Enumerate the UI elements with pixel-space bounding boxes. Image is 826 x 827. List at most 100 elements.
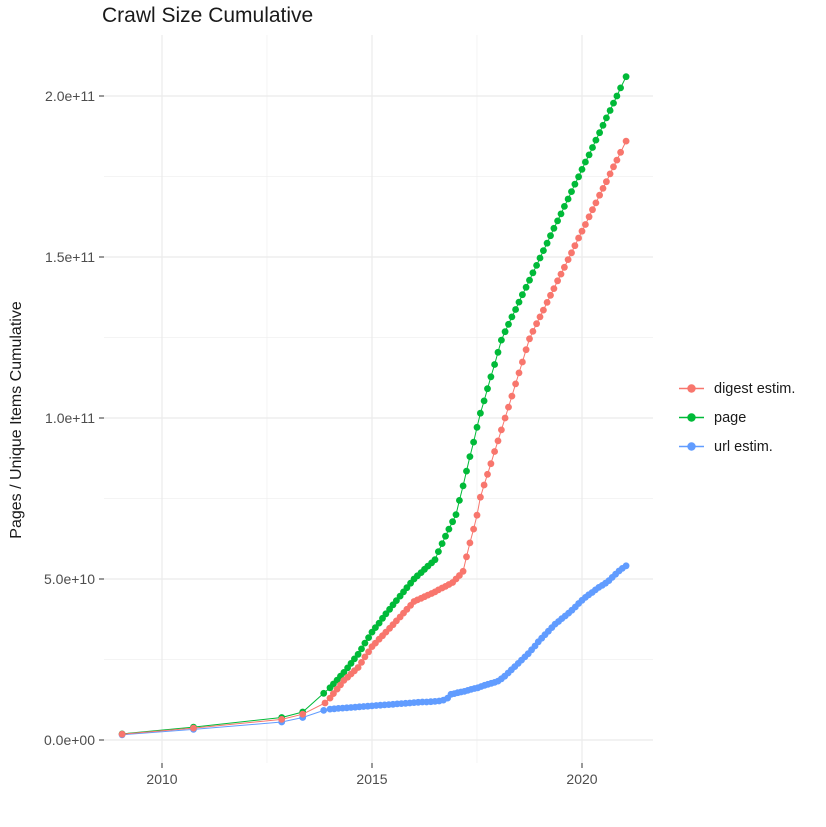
data-point-page — [445, 525, 453, 533]
data-point-digest-estim — [498, 426, 505, 434]
data-point-page — [585, 151, 593, 159]
data-point-page — [480, 397, 488, 405]
data-point-digest-estim — [599, 185, 607, 192]
data-point-page — [606, 107, 614, 114]
data-point-digest-estim — [529, 328, 537, 335]
data-point-digest-estim — [459, 567, 467, 575]
legend-key-page-line-dot-icon — [679, 413, 704, 422]
data-point-digest-estim — [522, 346, 530, 354]
data-point-digest-estim — [330, 690, 337, 697]
data-point-page — [361, 639, 369, 647]
x-tick-label: 2010 — [146, 771, 177, 787]
data-point-digest-estim — [589, 206, 596, 214]
data-point-page — [547, 232, 554, 240]
data-point-digest-estim — [365, 648, 372, 656]
data-point-page — [484, 385, 491, 393]
y-tick-label: 2.0e+11 — [45, 88, 95, 104]
x-tick-label: 2020 — [566, 771, 597, 787]
data-point-digest-estim — [515, 369, 523, 377]
data-point-digest-estim — [568, 249, 575, 257]
data-point-page — [491, 361, 498, 368]
data-point-page — [351, 655, 358, 663]
data-point-digest-estim — [540, 306, 547, 314]
data-point-page — [533, 262, 540, 269]
data-point-page — [393, 597, 400, 604]
legend-item-page: page — [678, 409, 795, 426]
data-point-page — [372, 624, 379, 631]
data-point-page — [487, 373, 495, 381]
data-point-page — [320, 689, 328, 697]
data-point-digest-estim — [321, 699, 329, 707]
legend-label-digest-estim: digest estim. — [714, 380, 796, 397]
data-point-digest-estim — [501, 414, 509, 422]
data-point-page — [498, 336, 505, 344]
legend-key-digest-line-dot-icon — [679, 384, 704, 393]
data-point-digest-estim — [190, 724, 197, 732]
data-point-page — [622, 73, 630, 81]
legend-key-url-line-dot-icon — [679, 442, 704, 451]
data-point-digest-estim — [299, 710, 307, 718]
data-point-digest-estim — [470, 525, 477, 533]
data-point-page — [536, 254, 544, 262]
series-line-url-estim — [122, 565, 627, 736]
data-point-page — [575, 173, 582, 181]
data-point-page — [578, 166, 586, 173]
series-line-page — [122, 76, 627, 735]
data-point-digest-estim — [536, 313, 544, 321]
y-tick-label: 1.5e+11 — [45, 249, 95, 265]
data-point-digest-estim — [505, 403, 512, 411]
series-digest-estim — [118, 137, 630, 738]
series-url-estim — [118, 562, 630, 739]
data-point-page — [365, 634, 372, 641]
data-point-page — [456, 497, 463, 504]
data-point-digest-estim — [512, 380, 519, 388]
data-point-page — [522, 283, 530, 291]
data-point-page — [470, 438, 477, 446]
data-point-page — [449, 518, 456, 526]
data-point-page — [435, 548, 442, 555]
data-point-page — [501, 328, 509, 336]
data-point-digest-estim — [613, 156, 621, 164]
data-point-page — [540, 247, 547, 255]
y-tick-label: 0.0e+00 — [44, 732, 95, 748]
data-point-page — [554, 217, 561, 225]
data-point-page — [557, 210, 565, 218]
data-point-digest-estim — [564, 256, 572, 263]
data-point-digest-estim — [278, 716, 286, 723]
data-point-digest-estim — [491, 448, 498, 455]
data-point-page — [431, 556, 439, 564]
data-point-page — [452, 511, 460, 518]
data-point-page — [473, 423, 481, 431]
data-point-page — [571, 180, 579, 188]
data-point-page — [526, 276, 533, 284]
data-point-page — [592, 136, 600, 144]
data-point-digest-estim — [554, 277, 561, 285]
data-point-page — [599, 121, 607, 129]
data-point-url-estim — [320, 707, 328, 714]
data-point-digest-estim — [571, 242, 579, 250]
data-point-page — [561, 203, 568, 210]
data-point-page — [477, 409, 484, 417]
data-point-page — [438, 540, 446, 547]
data-point-page — [596, 129, 603, 137]
data-point-page — [382, 610, 390, 618]
data-point-url-estim — [622, 562, 630, 570]
data-point-page — [505, 320, 512, 328]
data-point-digest-estim — [526, 335, 533, 343]
data-point-page — [494, 348, 502, 356]
data-point-digest-estim — [477, 493, 484, 501]
data-point-digest-estim — [484, 470, 491, 478]
legend-label-url-estim: url estim. — [714, 438, 773, 455]
data-point-digest-estim — [533, 320, 540, 328]
data-point-digest-estim — [508, 392, 516, 400]
series-page — [118, 73, 630, 738]
data-point-digest-estim — [603, 178, 610, 186]
data-point-digest-estim — [550, 285, 558, 292]
data-point-page — [582, 158, 589, 166]
data-point-page — [610, 99, 617, 107]
x-tick-label: 2015 — [356, 771, 387, 787]
data-point-page — [375, 619, 383, 627]
data-point-page — [340, 669, 348, 676]
data-point-page — [529, 269, 537, 277]
data-point-digest-estim — [463, 553, 470, 561]
